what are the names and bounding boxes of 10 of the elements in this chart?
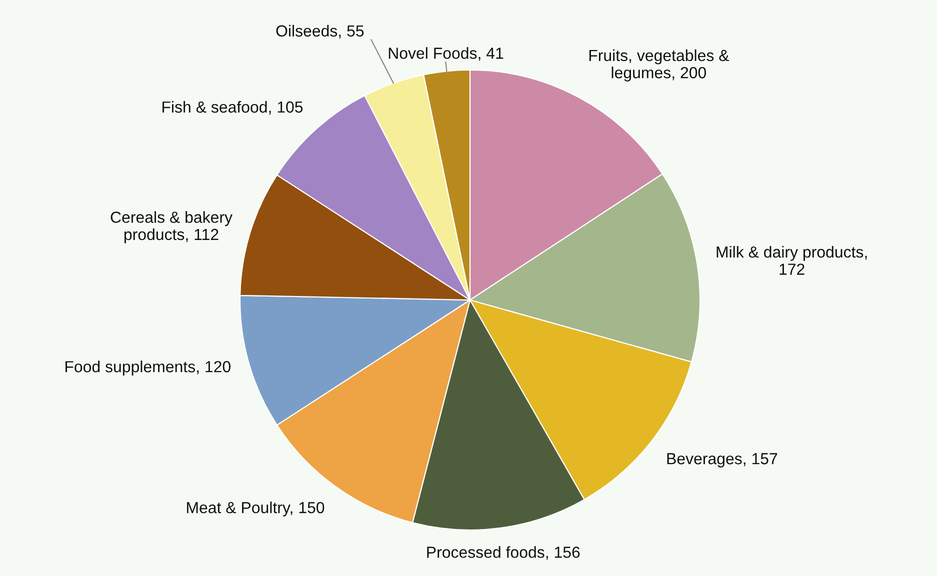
slice-label: Meat & Poultry, 150: [187, 502, 324, 516]
slice-label: Novel Foods, 41: [388, 47, 504, 61]
slice-label: Processed foods, 156: [427, 546, 580, 560]
slice-label: Oilseeds, 55: [276, 24, 364, 38]
slice-label: Fruits, vegetables & legumes, 200: [589, 49, 730, 82]
slice-label: Fish & seafood, 105: [162, 100, 303, 115]
slice-label: Cereals & bakery products, 112: [110, 211, 232, 244]
slice-label: Beverages, 157: [667, 453, 778, 468]
slice-label: Milk & dairy products, 172: [716, 246, 867, 275]
slice-label: Food supplements, 120: [66, 360, 230, 376]
